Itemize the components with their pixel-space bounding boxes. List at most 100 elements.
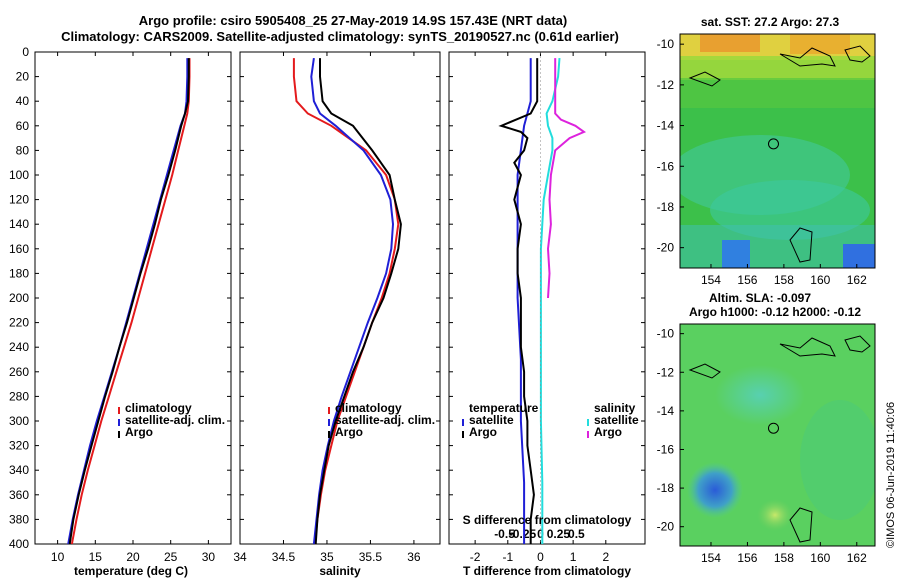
y-tick-label: 40 — [16, 94, 30, 108]
y-tick-label: 340 — [9, 463, 29, 477]
y-tick-label: 220 — [9, 316, 29, 330]
legend-label: climatology — [335, 401, 402, 415]
x-tick-label: 20 — [126, 550, 140, 564]
title-line-2: Climatology: CARS2009. Satellite-adjuste… — [61, 29, 619, 44]
salinity-panel — [239, 51, 441, 545]
temperature-xlabel: temperature (deg C) — [74, 564, 188, 578]
x-tick-label-top: -0.5 — [494, 527, 515, 541]
x-tick-label-top: -0.25 — [509, 527, 537, 541]
map-x-tick-label: 160 — [810, 273, 830, 287]
x-tick-label: 30 — [202, 550, 216, 564]
series-line-s-satellite — [539, 58, 561, 544]
sla-map — [680, 324, 875, 546]
series-line-satellite-adj-clim- — [310, 57, 395, 545]
map-y-tick-label: -20 — [657, 241, 675, 255]
y-tick-label: 160 — [9, 242, 29, 256]
y-tick-label: 0 — [22, 45, 29, 59]
sla-argo-marker — [767, 422, 779, 434]
map-y-tick-label: -16 — [657, 442, 675, 456]
legend-label: Argo — [125, 425, 153, 439]
legend-label: Argo — [469, 425, 497, 439]
legend-title-temperature: temperature — [469, 401, 539, 415]
y-tick-label: 200 — [9, 291, 29, 305]
x-tick-label: 10 — [51, 550, 65, 564]
y-tick-label: 380 — [9, 512, 29, 526]
series-line-s-argo — [546, 58, 587, 299]
series-line-t-argo — [498, 58, 539, 544]
legend-label: Argo — [335, 425, 363, 439]
series-line-argo — [314, 58, 402, 545]
map-y-tick-label: -12 — [657, 78, 675, 92]
y-tick-label: 280 — [9, 389, 29, 403]
sst-argo-marker — [767, 138, 779, 150]
temperature-legend: climatology satellite-adj. clim. Argo — [118, 401, 225, 439]
x-tick-label: 35.5 — [359, 550, 383, 564]
y-tick-label: 320 — [9, 439, 29, 453]
x-tick-label: -2 — [470, 550, 481, 564]
series-line-argo — [68, 58, 190, 545]
x-tick-label: 1 — [570, 550, 577, 564]
map-y-tick-label: -18 — [657, 481, 675, 495]
y-tick-label: 240 — [9, 340, 29, 354]
difference-xlabel: T difference from climatology — [463, 564, 631, 578]
legend-label: climatology — [125, 401, 192, 415]
map-x-tick-label: 160 — [810, 551, 830, 565]
y-tick-label: 20 — [16, 70, 30, 84]
salinity-xlabel: salinity — [319, 564, 361, 578]
sst-map-frame — [679, 33, 876, 269]
sla-map-title: Altim. SLA: -0.097 — [709, 291, 811, 305]
x-tick-label: -1 — [502, 550, 513, 564]
map-y-tick-label: -18 — [657, 200, 675, 214]
x-tick-label: 34.5 — [272, 550, 296, 564]
x-tick-label: 0 — [537, 550, 544, 564]
map-x-tick-label: 156 — [737, 273, 757, 287]
legend-label: Argo — [594, 425, 622, 439]
map-x-tick-label: 154 — [701, 273, 721, 287]
map-x-tick-label: 162 — [847, 273, 867, 287]
map-x-tick-label: 158 — [774, 551, 794, 565]
x-tick-label: 36 — [407, 550, 421, 564]
x-tick-label: 25 — [164, 550, 178, 564]
x-tick-label-top: 0.5 — [568, 527, 585, 541]
y-tick-label: 400 — [9, 537, 29, 551]
sla-map-subtitle: Argo h1000: -0.12 h2000: -0.12 — [689, 305, 861, 319]
y-tick-label: 80 — [16, 143, 30, 157]
map-y-tick-label: -16 — [657, 159, 675, 173]
series-line-climatology — [292, 58, 400, 545]
legend-label: satellite-adj. clim. — [335, 413, 435, 427]
legend-label: satellite — [594, 413, 639, 427]
sst-map-title: sat. SST: 27.2 Argo: 27.3 — [701, 15, 840, 29]
x-tick-label-top: 0.25 — [547, 527, 571, 541]
map-x-tick-label: 154 — [701, 551, 721, 565]
map-x-tick-label: 158 — [774, 273, 794, 287]
y-tick-label: 140 — [9, 217, 29, 231]
salinity-legend: climatology satellite-adj. clim. Argo — [328, 401, 435, 439]
y-tick-label: 180 — [9, 266, 29, 280]
y-tick-label: 120 — [9, 193, 29, 207]
y-tick-label: 60 — [16, 119, 30, 133]
imos-watermark: ©IMOS 06-Jun-2019 11:40:06 — [885, 402, 897, 548]
map-y-tick-label: -12 — [657, 365, 675, 379]
legend-title-salinity: salinity — [594, 401, 636, 415]
legend-label: satellite-adj. clim. — [125, 413, 225, 427]
difference-legend: temperature satellite Argo salinity sate… — [462, 401, 639, 439]
x-tick-label: 15 — [89, 550, 103, 564]
y-tick-label: 300 — [9, 414, 29, 428]
x-tick-label: 34 — [233, 550, 247, 564]
difference-xlabel-top: S difference from climatology — [463, 513, 632, 527]
y-tick-label: 360 — [9, 488, 29, 502]
map-x-tick-label: 156 — [737, 551, 757, 565]
x-tick-label: 35 — [320, 550, 334, 564]
difference-panel — [448, 51, 646, 545]
map-y-tick-label: -20 — [657, 520, 675, 534]
map-y-tick-label: -10 — [657, 327, 675, 341]
legend-label: satellite — [469, 413, 514, 427]
sla-map-frame — [679, 323, 876, 547]
map-y-tick-label: -14 — [657, 119, 675, 133]
sst-map — [680, 34, 875, 268]
map-x-tick-label: 162 — [847, 551, 867, 565]
y-tick-label: 260 — [9, 365, 29, 379]
map-y-tick-label: -10 — [657, 37, 675, 51]
x-tick-label: 2 — [602, 550, 609, 564]
